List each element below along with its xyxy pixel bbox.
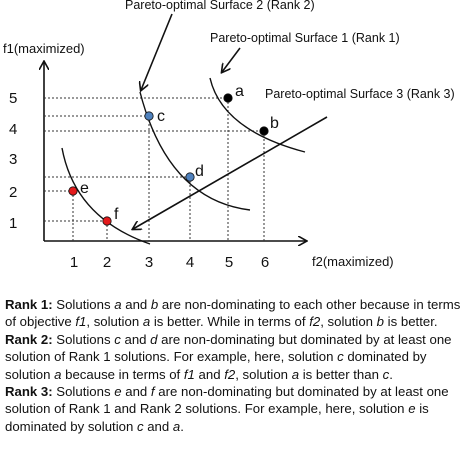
point-b [259, 126, 269, 136]
rank-3-title: Rank 3: [5, 384, 53, 400]
y-tick-3: 3 [9, 151, 17, 168]
x-tick-6: 6 [261, 254, 269, 271]
x-tick-1: 1 [70, 254, 78, 271]
x-tick-5: 5 [225, 254, 233, 271]
rank-1-paragraph: Rank 1: Solutions a and b are non-domina… [5, 297, 461, 330]
y-tick-1: 1 [9, 215, 17, 232]
point-a-label: a [235, 83, 244, 100]
surface-3-arrow [133, 116, 328, 229]
pareto-surface-1-curve [209, 77, 306, 153]
surface-3-label: Pareto-optimal Surface 3 (Rank 3) [265, 87, 455, 101]
x-tick-2: 2 [103, 254, 111, 271]
y-tick-5: 5 [9, 90, 17, 107]
y-axis-label: f1(maximized) [3, 41, 85, 56]
point-c [144, 111, 154, 121]
pareto-surface-3-curve [61, 147, 151, 245]
point-f [102, 216, 112, 226]
x-tick-3: 3 [145, 254, 153, 271]
point-f-label: f [114, 206, 119, 223]
x-tick-4: 4 [186, 254, 194, 271]
point-d [185, 172, 195, 182]
surface-1-label: Pareto-optimal Surface 1 (Rank 1) [210, 31, 400, 45]
point-c-label: c [157, 108, 165, 125]
explanation-text: Rank 1: Solutions a and b are non-domina… [5, 296, 471, 435]
point-d-label: d [195, 163, 204, 180]
guide-lines [44, 97, 265, 241]
surface-2-label: Pareto-optimal Surface 2 (Rank 2) [125, 0, 315, 12]
rank-2-title: Rank 2: [5, 331, 53, 347]
y-tick-2: 2 [9, 184, 17, 201]
point-a [223, 93, 233, 103]
rank-3-paragraph: Rank 3: Solutions e and f are non-domina… [5, 384, 449, 434]
y-tick-4: 4 [9, 121, 17, 138]
surface-2-arrow [141, 13, 173, 90]
point-e [68, 186, 78, 196]
rank-1-title: Rank 1: [5, 297, 53, 312]
point-b-label: b [270, 115, 279, 132]
x-axis-label: f2(maximized) [312, 254, 394, 269]
rank-2-paragraph: Rank 2: Solutions c and d are non-domina… [5, 331, 452, 382]
pareto-diagram: f1(maximized) f2(maximized) 1 2 3 4 5 6 … [3, 0, 455, 271]
point-e-label: e [80, 180, 89, 197]
surface-1-arrow [222, 47, 241, 72]
